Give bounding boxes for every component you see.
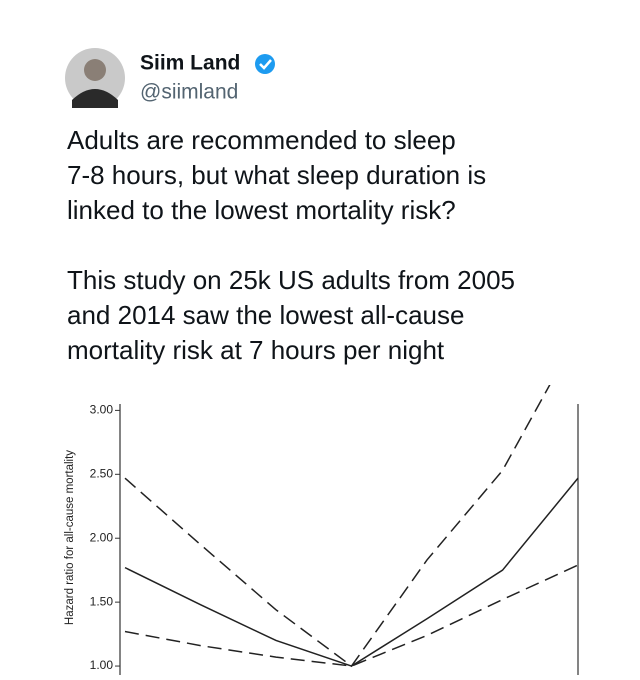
plot-area	[124, 385, 579, 668]
verified-badge	[255, 54, 275, 74]
tweet-text-line: This study on 25k US adults from 2005	[67, 265, 515, 295]
y-axis-label: Hazard ratio for all-cause mortality	[64, 450, 76, 625]
line-series	[124, 385, 551, 668]
avatar-face	[84, 59, 106, 81]
tweet-text-line: and 2014 saw the lowest all-cause	[67, 300, 464, 330]
y-tick-label: 1.00	[90, 658, 114, 672]
avatar-body	[72, 89, 118, 108]
y-tick-label: 1.50	[90, 594, 114, 608]
author-handle[interactable]: @siimland	[140, 81, 238, 104]
line-series	[124, 564, 579, 667]
tweet-text-line: Adults are recommended to sleep	[67, 125, 456, 155]
tweet-text-line: mortality risk at 7 hours per night	[67, 335, 445, 365]
author-name[interactable]: Siim Land	[140, 52, 240, 75]
tweet-text-line: 7-8 hours, but what sleep duration is	[67, 160, 486, 190]
tweet-text-line: linked to the lowest mortality risk?	[67, 195, 456, 225]
line-series	[124, 477, 579, 667]
y-tick-label: 3.00	[90, 403, 114, 417]
y-tick-label: 2.00	[90, 530, 114, 544]
y-tick-label: 2.50	[90, 466, 114, 480]
